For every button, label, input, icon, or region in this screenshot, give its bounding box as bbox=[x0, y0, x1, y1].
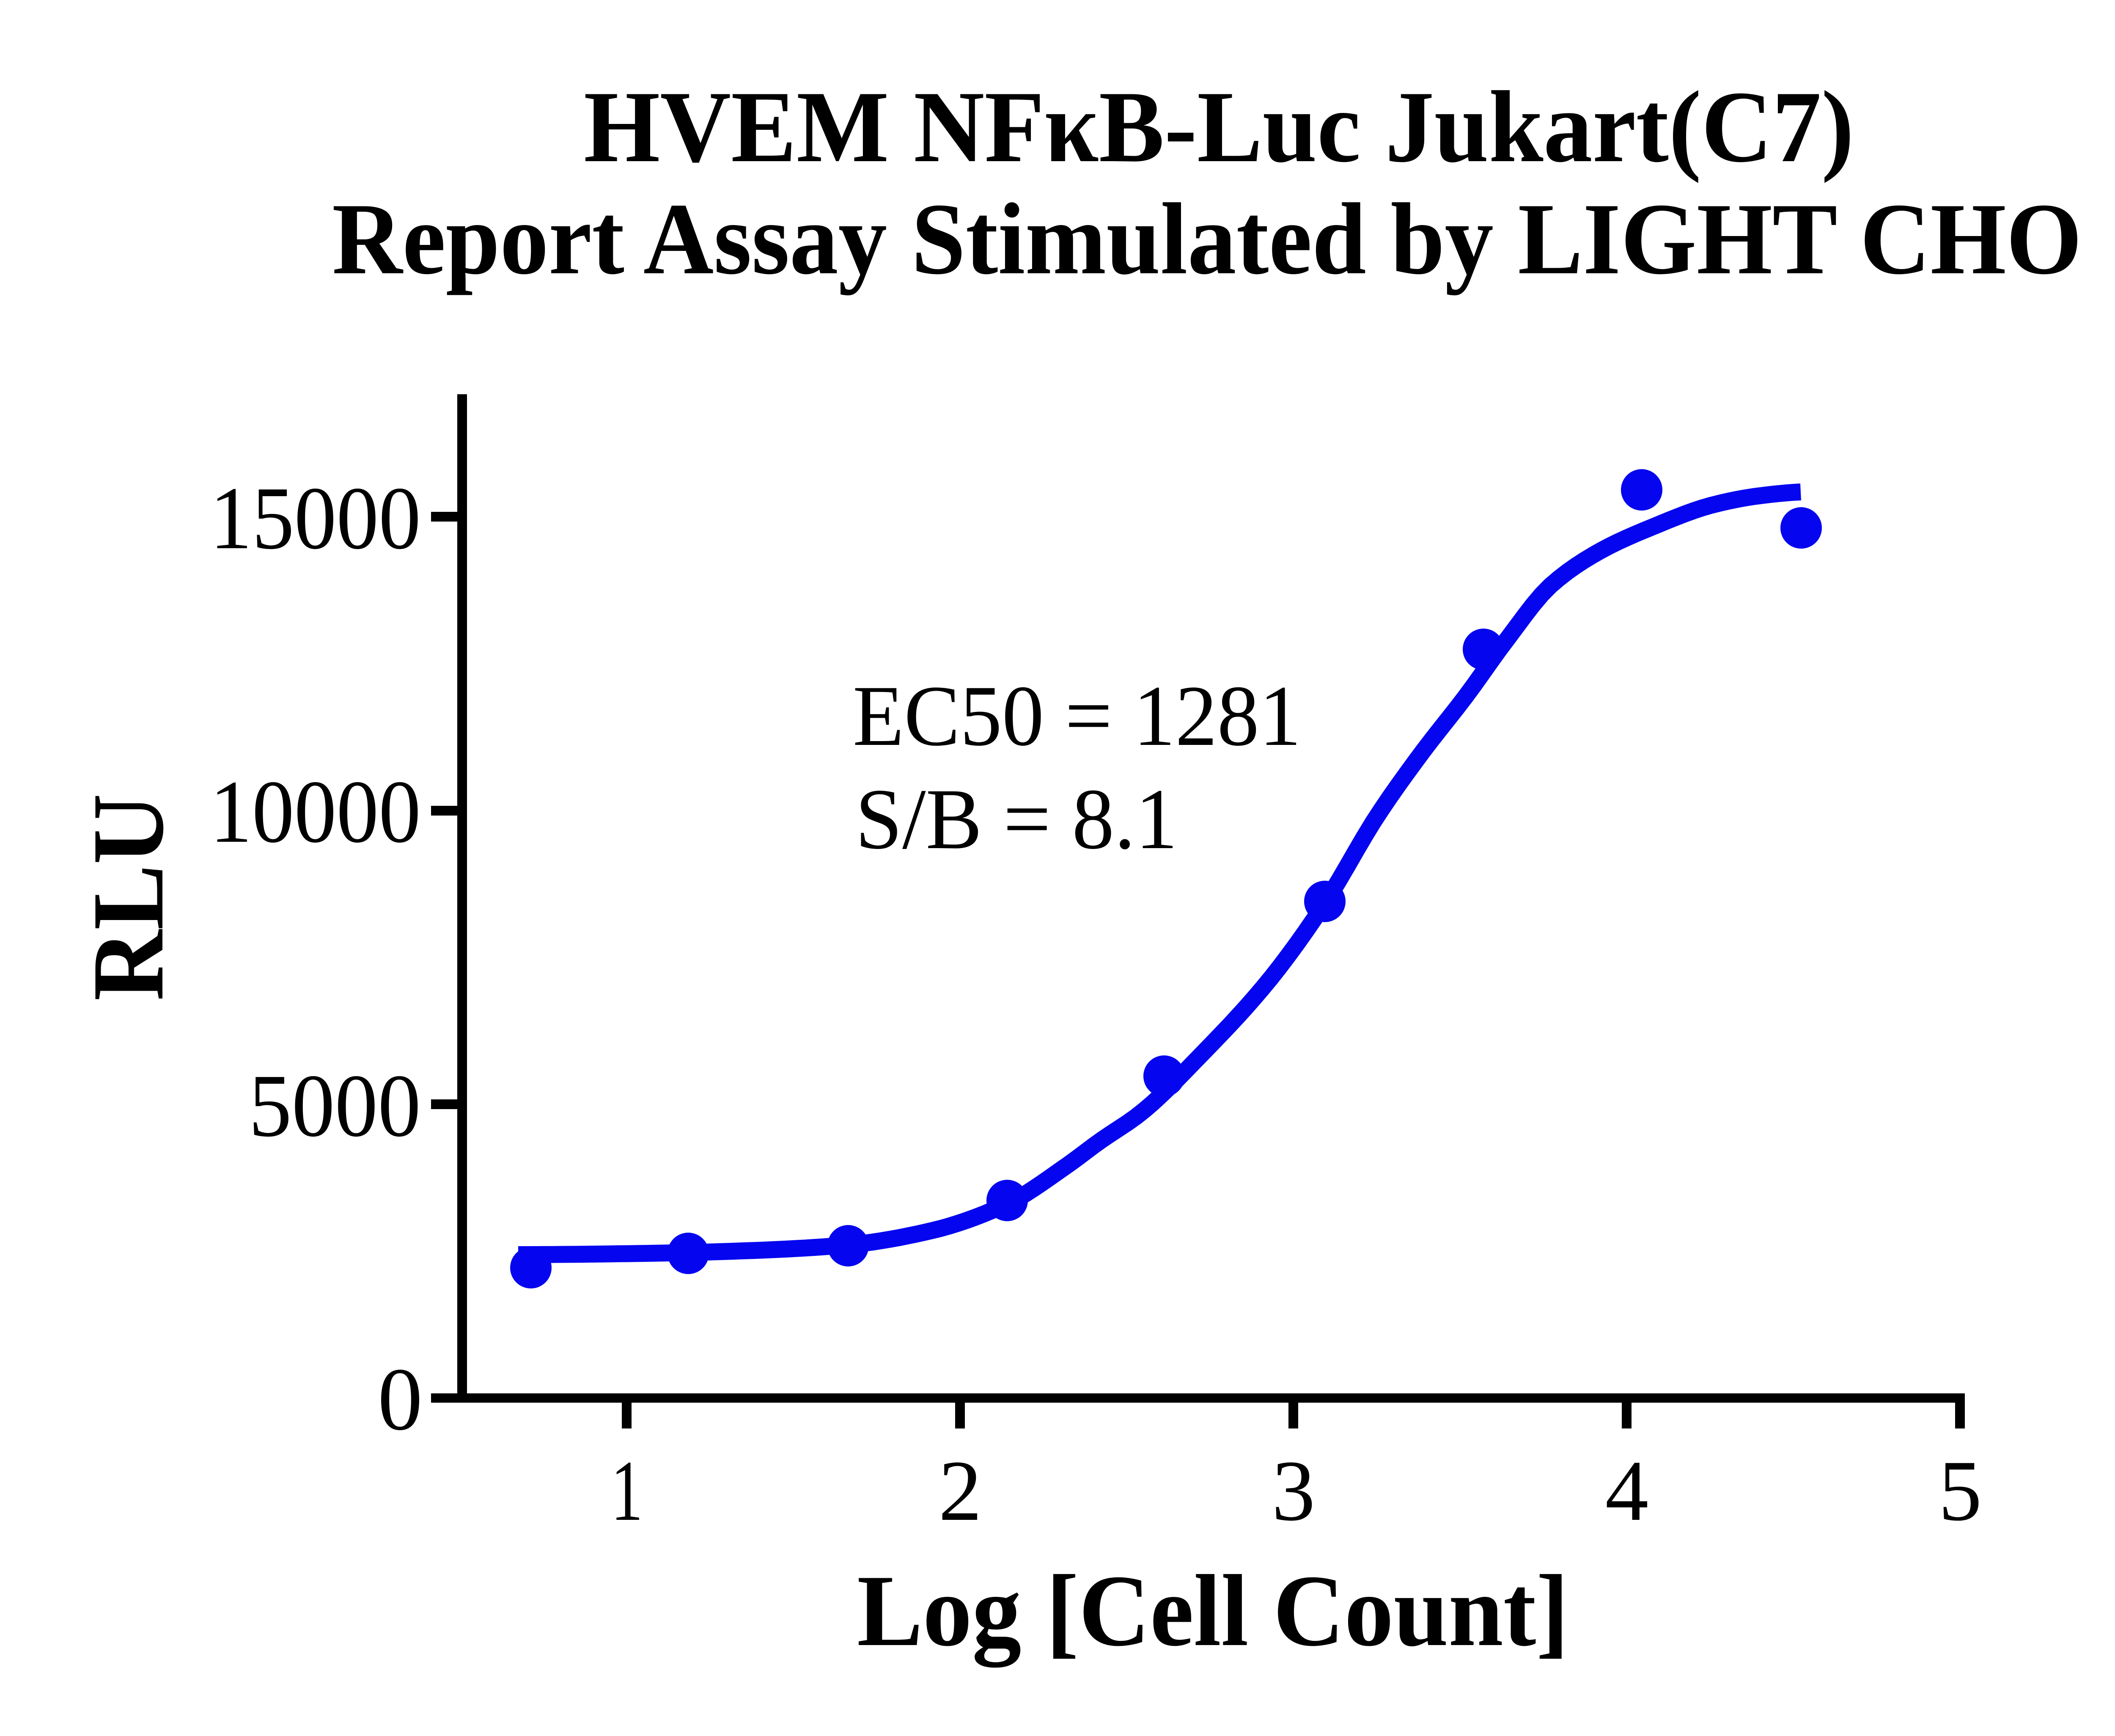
svg-text:2: 2 bbox=[939, 1443, 982, 1539]
svg-text:5: 5 bbox=[1939, 1443, 1982, 1539]
svg-text:S/B = 8.1: S/B = 8.1 bbox=[855, 771, 1178, 867]
svg-text:4: 4 bbox=[1605, 1443, 1649, 1539]
svg-text:5000: 5000 bbox=[249, 1056, 421, 1155]
svg-text:HVEM NFκB-Luc Jukart(C7): HVEM NFκB-Luc Jukart(C7) bbox=[584, 70, 1854, 184]
svg-text:3: 3 bbox=[1272, 1443, 1316, 1539]
svg-text:Log [Cell Count]: Log [Cell Count] bbox=[857, 1554, 1569, 1667]
svg-text:RLU: RLU bbox=[71, 794, 185, 1001]
svg-text:15000: 15000 bbox=[210, 468, 421, 568]
svg-text:0: 0 bbox=[378, 1349, 423, 1449]
svg-text:1: 1 bbox=[611, 1443, 643, 1539]
svg-text:10000: 10000 bbox=[210, 762, 421, 861]
svg-text:EC50 = 1281: EC50 = 1281 bbox=[853, 668, 1301, 764]
svg-text:Report Assay Stimulated by LIG: Report Assay Stimulated by LIGHT CHO bbox=[332, 182, 2082, 296]
